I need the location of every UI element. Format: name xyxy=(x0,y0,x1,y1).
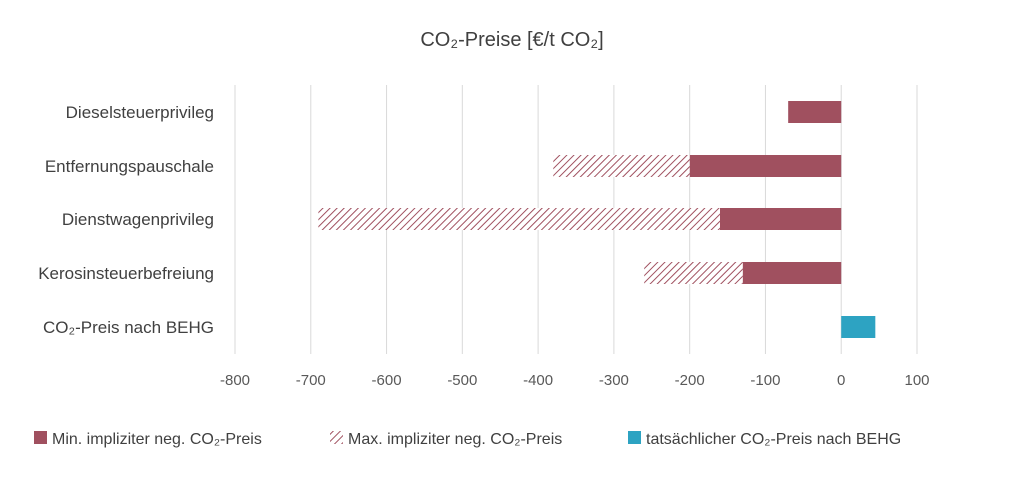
bar-min xyxy=(742,262,842,284)
bar-max xyxy=(318,208,720,230)
x-tick-label: -100 xyxy=(750,372,780,389)
x-tick-label: -700 xyxy=(296,372,326,389)
legend-item: Max. impliziter neg. CO₂-Preis xyxy=(330,431,562,448)
category-labels: Dieselsteuerprivileg Entfernungspauschale… xyxy=(38,103,214,337)
x-tick-label: -200 xyxy=(675,372,705,389)
x-tick-label: -800 xyxy=(220,372,250,389)
bar-behg xyxy=(841,316,876,338)
chart-title: CO₂-Preise [€/t CO₂] xyxy=(420,29,603,51)
category-label: Kerosinsteuerbefreiung xyxy=(38,264,214,283)
bar-max xyxy=(553,155,690,177)
legend: Min. impliziter neg. CO₂-Preis Max. impli… xyxy=(34,431,901,448)
legend-item: Min. impliziter neg. CO₂-Preis xyxy=(34,431,262,448)
x-tick-label: -600 xyxy=(372,372,402,389)
legend-swatch xyxy=(330,431,343,444)
x-tick-label: -500 xyxy=(447,372,477,389)
legend-label: Max. impliziter neg. CO₂-Preis xyxy=(348,431,562,448)
category-label: CO₂-Preis nach BEHG xyxy=(43,318,214,337)
category-label: Dienstwagenprivileg xyxy=(62,210,214,229)
bars xyxy=(318,101,876,338)
legend-label: Min. impliziter neg. CO₂-Preis xyxy=(52,431,262,448)
bar-min xyxy=(719,208,842,230)
x-tick-labels: -800 -700 -600 -500 -400 -300 -200 -100 0 100 xyxy=(220,372,930,389)
bar-max xyxy=(644,262,743,284)
legend-label: tatsächlicher CO₂-Preis nach BEHG xyxy=(646,431,901,448)
legend-swatch xyxy=(628,431,641,444)
legend-item: tatsächlicher CO₂-Preis nach BEHG xyxy=(628,431,901,448)
x-tick-label: 100 xyxy=(904,372,929,389)
bar-min xyxy=(788,101,842,123)
x-tick-label: 0 xyxy=(837,372,845,389)
category-label: Entfernungspauschale xyxy=(45,157,214,176)
x-tick-label: -300 xyxy=(599,372,629,389)
bar-min xyxy=(689,155,842,177)
category-label: Dieselsteuerprivileg xyxy=(66,103,214,122)
x-tick-label: -400 xyxy=(523,372,553,389)
legend-swatch xyxy=(34,431,47,444)
